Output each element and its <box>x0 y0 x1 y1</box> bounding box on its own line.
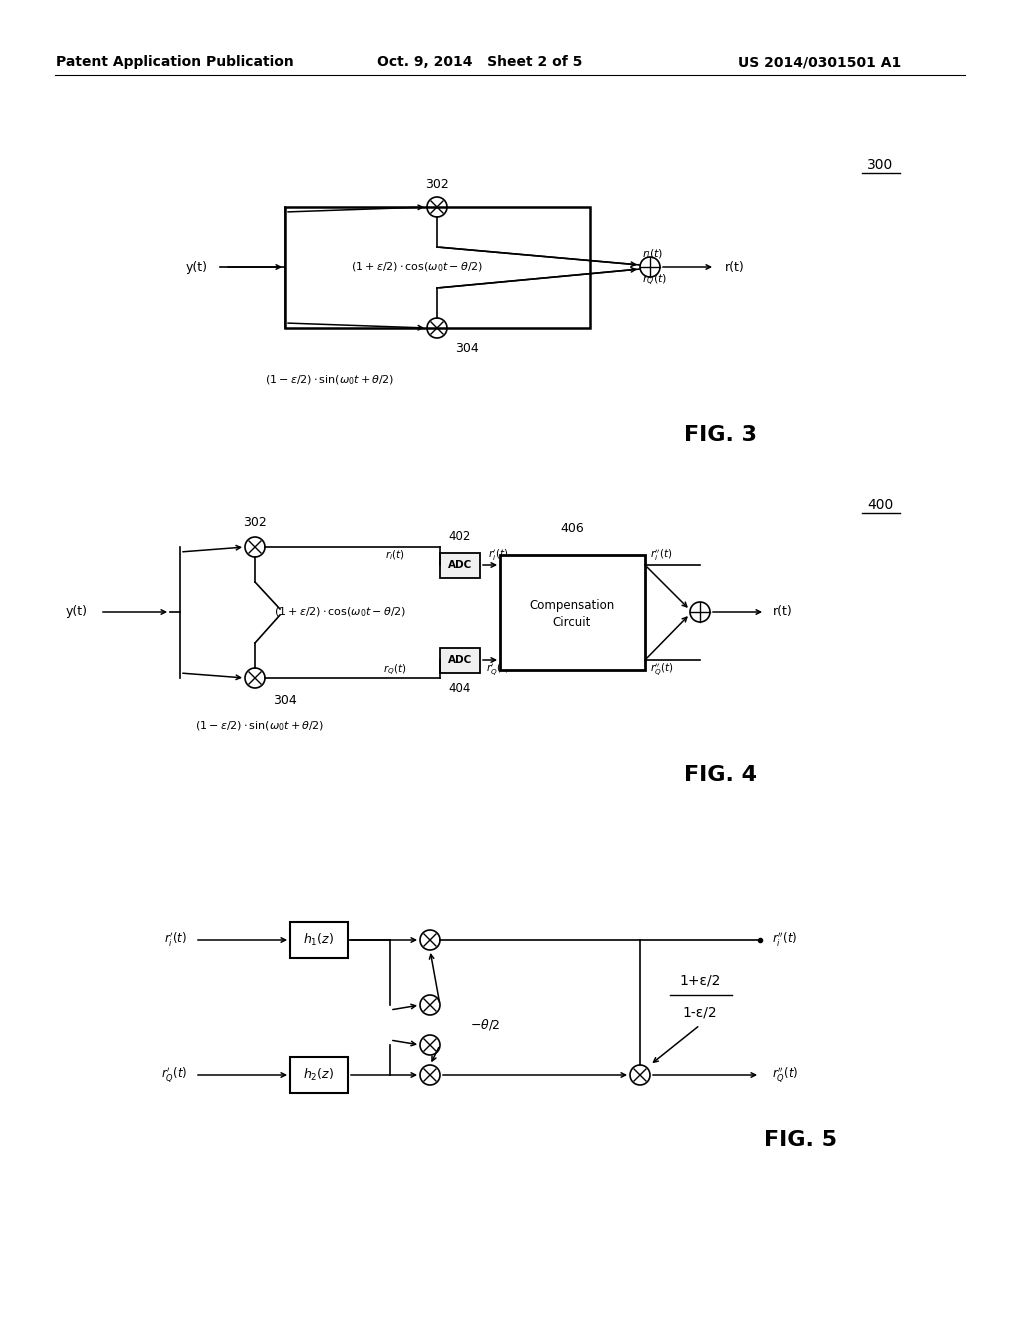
Bar <box>440 553 480 578</box>
Text: Patent Application Publication: Patent Application Publication <box>56 55 294 69</box>
Text: r(t): r(t) <box>773 606 793 619</box>
Text: $r_i'(t)$: $r_i'(t)$ <box>164 931 187 949</box>
Text: $(1+\epsilon/2) \cdot \cos(\omega_0 t-\theta/2)$: $(1+\epsilon/2) \cdot \cos(\omega_0 t-\t… <box>274 605 407 619</box>
Text: $(1-\epsilon/2) \cdot \sin(\omega_0 t+\theta/2)$: $(1-\epsilon/2) \cdot \sin(\omega_0 t+\t… <box>265 374 394 387</box>
Text: $r_Q''(t)$: $r_Q''(t)$ <box>650 661 674 678</box>
Text: US 2014/0301501 A1: US 2014/0301501 A1 <box>738 55 901 69</box>
Bar <box>440 648 480 673</box>
Text: 1-ε/2: 1-ε/2 <box>683 1005 718 1019</box>
Text: $r_Q(t)$: $r_Q(t)$ <box>383 663 407 677</box>
Text: $r_I(t)$: $r_I(t)$ <box>642 247 664 261</box>
Text: ADC: ADC <box>447 560 472 570</box>
Text: $r_i(t)$: $r_i(t)$ <box>385 548 404 562</box>
Text: $-\theta/2$: $-\theta/2$ <box>470 1018 501 1032</box>
Text: $h_1(z)$: $h_1(z)$ <box>303 932 335 948</box>
Text: FIG. 3: FIG. 3 <box>683 425 757 445</box>
Text: Circuit: Circuit <box>553 615 591 628</box>
Text: ADC: ADC <box>447 655 472 665</box>
Text: $r_Q'(t)$: $r_Q'(t)$ <box>161 1065 187 1084</box>
Text: 400: 400 <box>867 498 893 512</box>
Bar <box>500 554 645 671</box>
Text: $r_Q'(t)$: $r_Q'(t)$ <box>486 661 510 678</box>
Text: Oct. 9, 2014   Sheet 2 of 5: Oct. 9, 2014 Sheet 2 of 5 <box>377 55 583 69</box>
Text: y(t): y(t) <box>66 606 88 619</box>
Text: 304: 304 <box>273 693 297 706</box>
Text: $r_Q(t)$: $r_Q(t)$ <box>642 272 668 288</box>
Text: $h_2(z)$: $h_2(z)$ <box>303 1067 335 1082</box>
Text: FIG. 4: FIG. 4 <box>683 766 757 785</box>
Text: 300: 300 <box>867 158 893 172</box>
Text: $(1+\epsilon/2) \cdot \cos(\omega_0 t-\theta/2)$: $(1+\epsilon/2) \cdot \cos(\omega_0 t-\t… <box>351 260 483 273</box>
Text: 302: 302 <box>243 516 267 528</box>
Text: y(t): y(t) <box>186 260 208 273</box>
Text: 304: 304 <box>455 342 479 355</box>
Text: Compensation: Compensation <box>529 598 614 611</box>
Bar <box>290 1057 348 1093</box>
Text: 402: 402 <box>449 531 471 544</box>
Text: 404: 404 <box>449 682 471 696</box>
Text: 302: 302 <box>425 178 449 191</box>
Text: $r_i'(t)$: $r_i'(t)$ <box>487 548 508 562</box>
Text: $r_Q''(t)$: $r_Q''(t)$ <box>772 1065 799 1084</box>
Text: $r_i''(t)$: $r_i''(t)$ <box>772 931 798 949</box>
Bar <box>285 207 590 327</box>
Text: $(1-\epsilon/2) \cdot \sin(\omega_0 t+\theta/2)$: $(1-\epsilon/2) \cdot \sin(\omega_0 t+\t… <box>195 719 325 733</box>
Text: $r_i''(t)$: $r_i''(t)$ <box>650 548 673 562</box>
Text: r(t): r(t) <box>725 260 744 273</box>
Bar <box>290 921 348 958</box>
Text: FIG. 5: FIG. 5 <box>764 1130 837 1150</box>
Text: 1+ε/2: 1+ε/2 <box>679 973 721 987</box>
Text: 406: 406 <box>560 523 584 536</box>
